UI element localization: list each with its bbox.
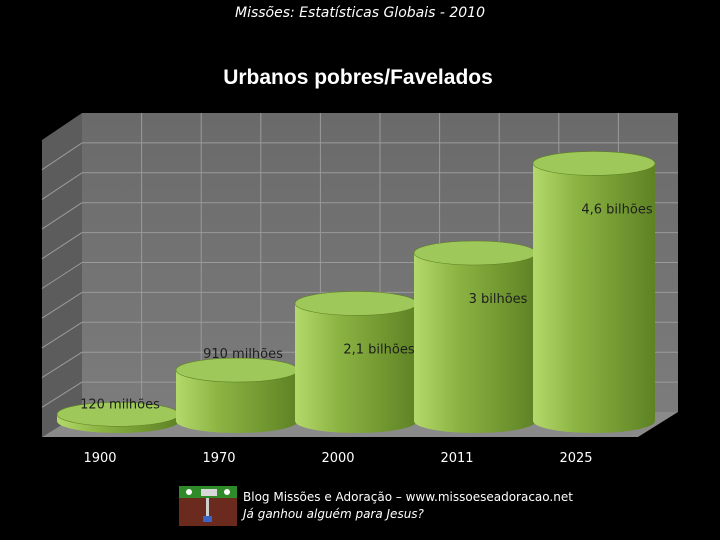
bars-layer: 120 milhões 910 milhões 2,1 bilhões 3 bilhõ… <box>56 151 656 433</box>
x-tick-label: 2025 <box>559 451 592 466</box>
footer-tagline: Já ganhou alguém para Jesus? <box>243 507 424 521</box>
bar: 3 bilhões <box>413 240 537 433</box>
bar-data-label: 910 milhões <box>203 347 283 362</box>
bar-body <box>176 370 298 433</box>
chart-title: Urbanos pobres/Favelados <box>223 66 493 89</box>
bar: 910 milhões <box>175 347 299 433</box>
grid-line-side <box>41 351 83 379</box>
grid-line-side <box>41 321 83 349</box>
bar: 4,6 bilhões <box>532 151 656 433</box>
bar-top <box>413 240 537 266</box>
slide-header: Missões: Estatísticas Globais - 2010 <box>234 5 485 21</box>
x-tick-label: 2000 <box>321 451 354 466</box>
bar-top <box>532 151 656 176</box>
x-tick-labels: 1900 1970 2000 2011 2025 <box>83 451 592 466</box>
x-tick-label: 1900 <box>83 451 116 466</box>
grid-line-side <box>41 202 83 230</box>
bar: 2,1 bilhões <box>294 291 418 433</box>
bar-body <box>414 253 536 433</box>
bar-top <box>294 291 418 316</box>
bar-data-label: 2,1 bilhões <box>343 342 414 357</box>
x-tick-label: 1970 <box>202 451 235 466</box>
bar-body <box>295 303 417 433</box>
x-tick-label: 2011 <box>440 451 473 466</box>
grid-line-side <box>41 291 83 319</box>
grid-line-side <box>41 232 83 260</box>
bar-data-label: 3 bilhões <box>469 292 528 307</box>
bar-data-label: 120 milhões <box>80 397 160 412</box>
grid-line-side <box>41 262 83 289</box>
grid-line-side <box>41 142 83 171</box>
footer-blog-line: Blog Missões e Adoração – www.missoesead… <box>243 490 573 504</box>
bar-body <box>533 163 655 433</box>
blog-logo-icon <box>179 486 237 526</box>
bar-data-label: 4,6 bilhões <box>581 202 652 217</box>
footer-text: Blog Missões e Adoração – www.missoesead… <box>243 489 573 523</box>
grid-line-side <box>41 381 83 408</box>
grid-line-side <box>41 172 83 200</box>
